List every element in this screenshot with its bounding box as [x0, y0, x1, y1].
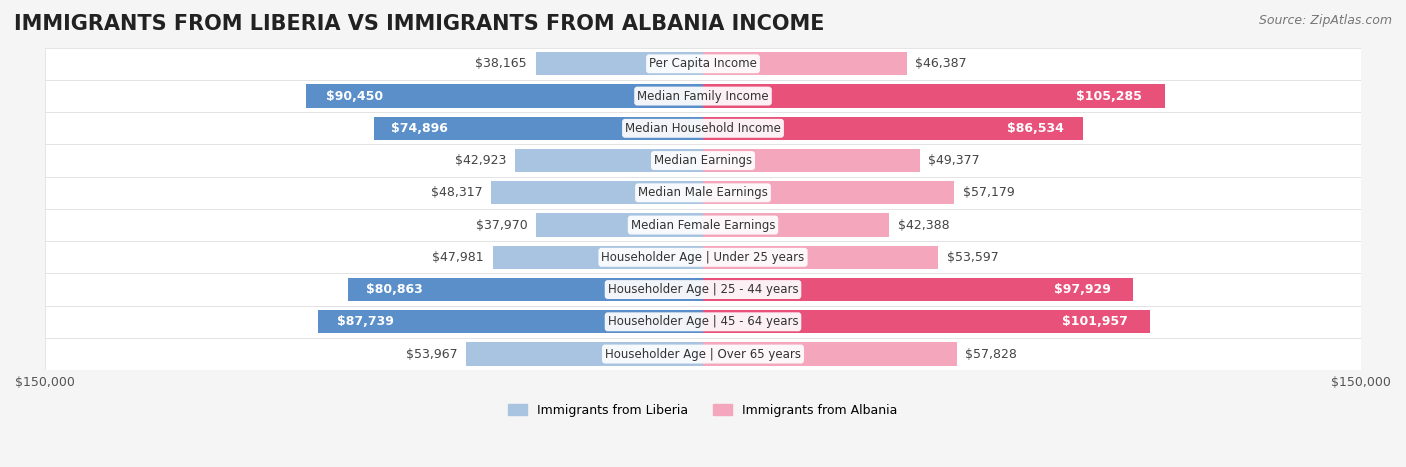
- Text: $57,828: $57,828: [966, 347, 1018, 361]
- FancyBboxPatch shape: [45, 80, 1361, 112]
- Bar: [307, 85, 703, 108]
- Text: $38,165: $38,165: [475, 57, 527, 71]
- FancyBboxPatch shape: [45, 112, 1361, 144]
- Bar: [374, 117, 703, 140]
- Text: $90,450: $90,450: [326, 90, 384, 103]
- Text: $49,377: $49,377: [928, 154, 980, 167]
- Bar: [703, 85, 1166, 108]
- FancyBboxPatch shape: [45, 241, 1361, 274]
- Text: IMMIGRANTS FROM LIBERIA VS IMMIGRANTS FROM ALBANIA INCOME: IMMIGRANTS FROM LIBERIA VS IMMIGRANTS FR…: [14, 14, 824, 34]
- Bar: [703, 117, 1083, 140]
- Bar: [703, 246, 938, 269]
- Text: $57,179: $57,179: [963, 186, 1014, 199]
- Text: Median Household Income: Median Household Income: [626, 122, 780, 135]
- Bar: [703, 52, 907, 76]
- Text: Householder Age | 45 - 64 years: Householder Age | 45 - 64 years: [607, 315, 799, 328]
- Text: $42,388: $42,388: [898, 219, 949, 232]
- Text: $74,896: $74,896: [391, 122, 447, 135]
- Text: Median Family Income: Median Family Income: [637, 90, 769, 103]
- Text: Source: ZipAtlas.com: Source: ZipAtlas.com: [1258, 14, 1392, 27]
- Text: $80,863: $80,863: [366, 283, 423, 296]
- Text: Median Male Earnings: Median Male Earnings: [638, 186, 768, 199]
- Bar: [515, 149, 703, 172]
- Bar: [537, 213, 703, 237]
- FancyBboxPatch shape: [45, 338, 1361, 370]
- Text: $97,929: $97,929: [1054, 283, 1111, 296]
- Text: Householder Age | Under 25 years: Householder Age | Under 25 years: [602, 251, 804, 264]
- Bar: [536, 52, 703, 76]
- FancyBboxPatch shape: [45, 177, 1361, 209]
- FancyBboxPatch shape: [45, 144, 1361, 177]
- Text: $101,957: $101,957: [1062, 315, 1128, 328]
- FancyBboxPatch shape: [45, 209, 1361, 241]
- Bar: [703, 342, 956, 366]
- Text: Householder Age | Over 65 years: Householder Age | Over 65 years: [605, 347, 801, 361]
- Text: Householder Age | 25 - 44 years: Householder Age | 25 - 44 years: [607, 283, 799, 296]
- Bar: [349, 278, 703, 301]
- Bar: [703, 213, 889, 237]
- Text: $46,387: $46,387: [915, 57, 967, 71]
- Text: Median Female Earnings: Median Female Earnings: [631, 219, 775, 232]
- Bar: [467, 342, 703, 366]
- FancyBboxPatch shape: [45, 274, 1361, 306]
- Text: $105,285: $105,285: [1076, 90, 1142, 103]
- Text: $42,923: $42,923: [454, 154, 506, 167]
- Text: $87,739: $87,739: [337, 315, 394, 328]
- Text: Per Capita Income: Per Capita Income: [650, 57, 756, 71]
- Bar: [492, 246, 703, 269]
- Bar: [491, 181, 703, 205]
- Text: $47,981: $47,981: [432, 251, 484, 264]
- Text: $53,597: $53,597: [946, 251, 998, 264]
- Text: $86,534: $86,534: [1007, 122, 1064, 135]
- Text: $37,970: $37,970: [475, 219, 527, 232]
- Bar: [703, 149, 920, 172]
- Text: Median Earnings: Median Earnings: [654, 154, 752, 167]
- Bar: [703, 278, 1133, 301]
- FancyBboxPatch shape: [45, 306, 1361, 338]
- Bar: [318, 310, 703, 333]
- Bar: [703, 310, 1150, 333]
- FancyBboxPatch shape: [45, 48, 1361, 80]
- Text: $53,967: $53,967: [406, 347, 457, 361]
- Bar: [703, 181, 953, 205]
- Legend: Immigrants from Liberia, Immigrants from Albania: Immigrants from Liberia, Immigrants from…: [503, 399, 903, 422]
- Text: $48,317: $48,317: [430, 186, 482, 199]
